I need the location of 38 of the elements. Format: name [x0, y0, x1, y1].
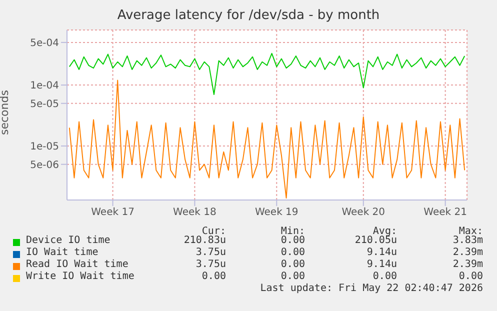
text: 2.39m	[452, 259, 483, 270]
text: 0.00	[280, 271, 305, 282]
x-tick-label: Week 18	[173, 207, 216, 218]
chart-title: Average latency for /dev/sda - by month	[116, 8, 381, 23]
text: 9.14u	[366, 259, 397, 270]
x-tick-label: Week 21	[424, 207, 467, 218]
legend-label: Write IO Wait time	[26, 271, 134, 282]
text: Avg:	[372, 226, 397, 237]
x-tick-label: Week 20	[342, 207, 386, 218]
text: 0.00	[372, 271, 397, 282]
text: 3.83m	[452, 235, 483, 246]
legend-label: IO Wait time	[26, 247, 98, 258]
y-tick-label: 1e-04	[30, 80, 59, 92]
text: 0.00	[280, 247, 305, 258]
line-series	[68, 52, 466, 95]
text: Max:	[458, 226, 483, 237]
y-axis-title: seconds	[0, 90, 11, 135]
text: 210.05u	[354, 235, 397, 246]
text: 0.00	[458, 271, 483, 282]
text: 0.00	[202, 271, 226, 282]
text: 3.75u	[196, 247, 226, 258]
legend-label: Read IO Wait time	[26, 259, 128, 270]
text: 0.00	[280, 235, 305, 246]
text: 9.14u	[366, 247, 397, 258]
y-tick-label: 1e-05	[30, 142, 59, 153]
text: 210.83u	[184, 235, 226, 246]
x-tick-label: Week 17	[91, 207, 134, 218]
y-tick-label: 5e-05	[30, 98, 59, 110]
legend-label: Device IO time	[26, 235, 110, 246]
text: Min:	[280, 226, 305, 237]
y-tick-label: 5e-04	[30, 38, 59, 49]
y-tick-label: 5e-06	[30, 160, 59, 171]
text: 3.75u	[196, 259, 226, 270]
text: 0.00	[280, 259, 305, 270]
text: Cur:	[202, 226, 226, 237]
text: 2.39m	[452, 247, 483, 258]
x-tick-label: Week 19	[254, 207, 298, 218]
text: Last update: Fri May 22 02:40:47 2026	[260, 283, 483, 294]
